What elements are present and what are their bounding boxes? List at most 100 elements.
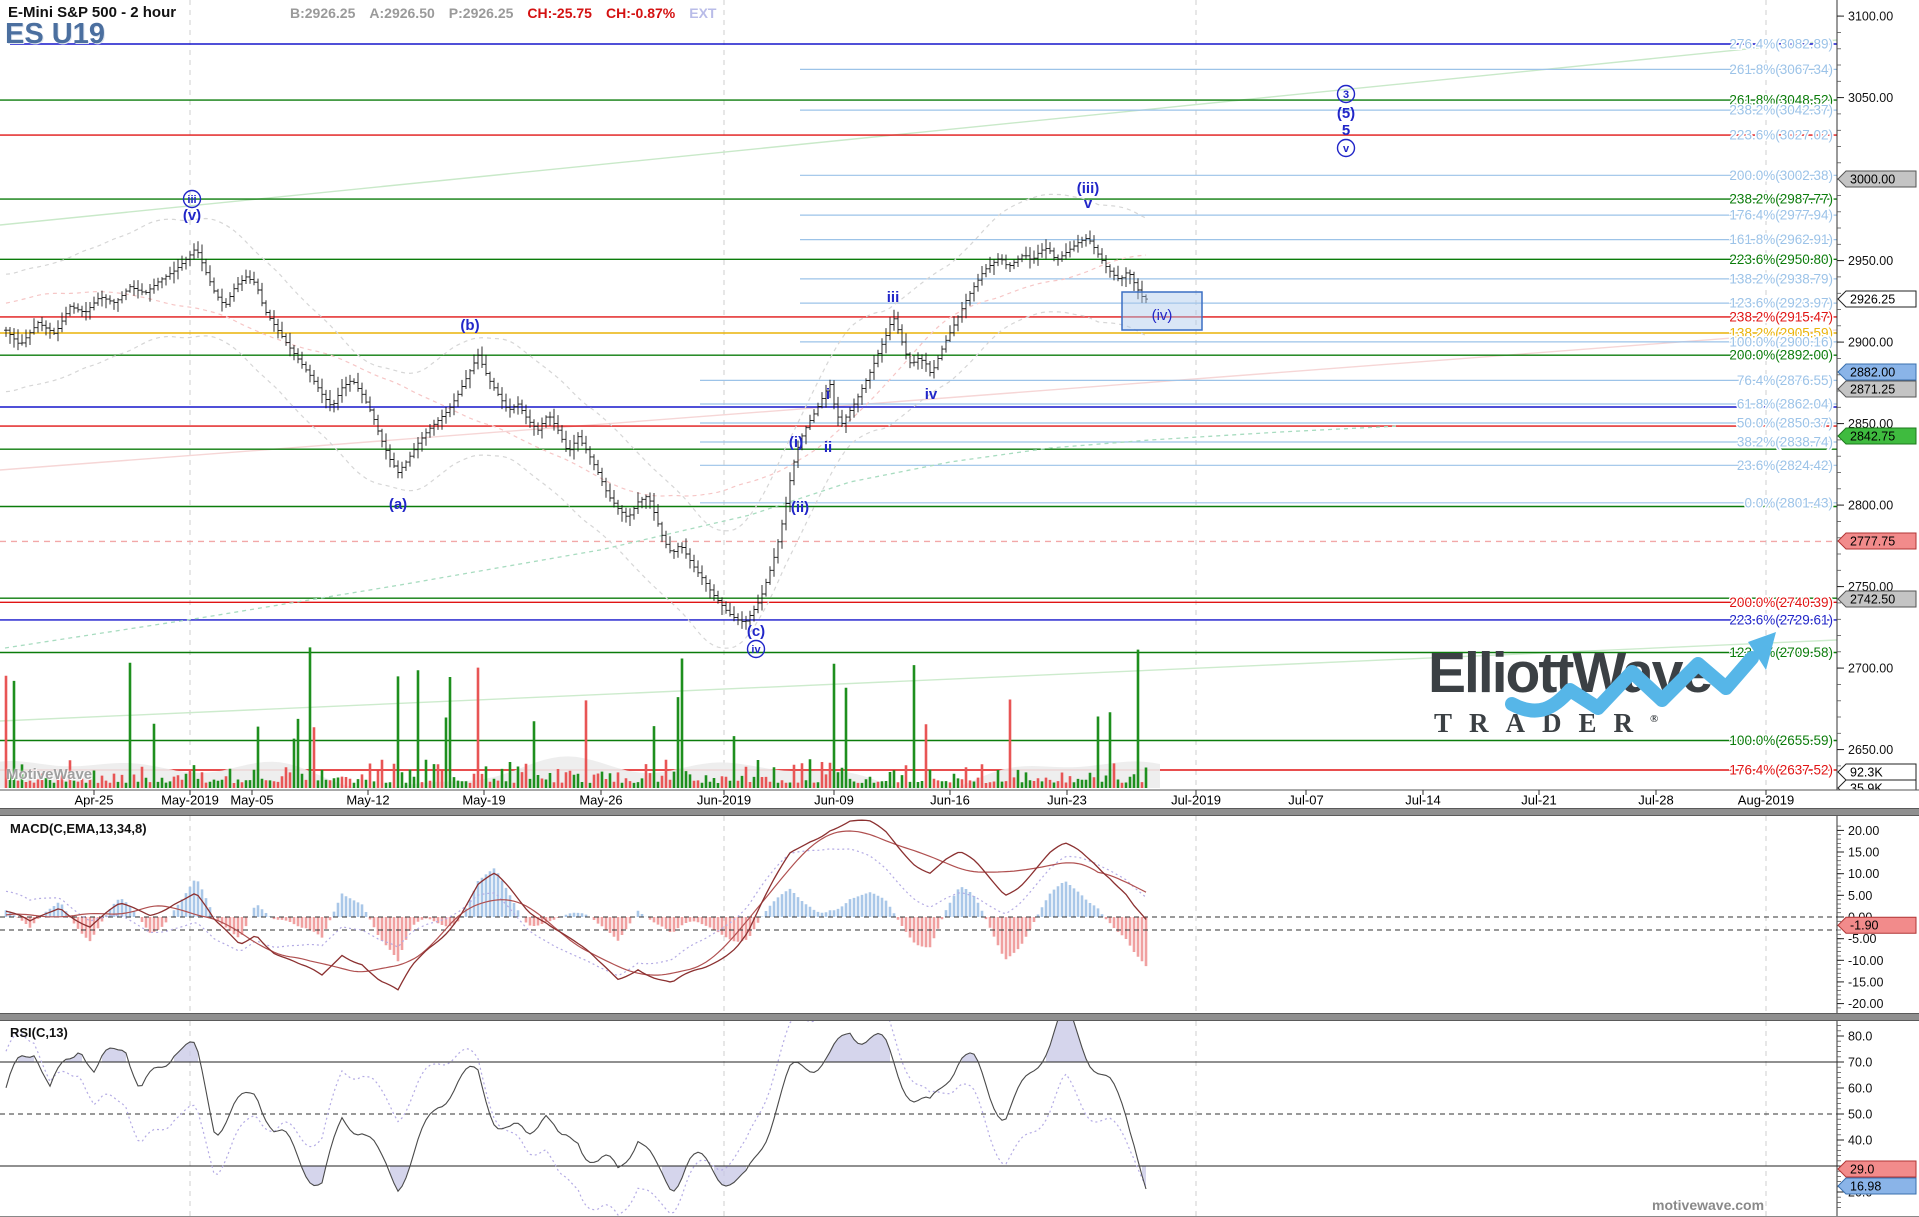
svg-text:200.0%(2740.39): 200.0%(2740.39): [1729, 595, 1833, 610]
svg-text:-10.00: -10.00: [1848, 954, 1883, 968]
macd-panel[interactable]: 20.0015.0010.005.000.00-5.00-10.00-15.00…: [0, 816, 1919, 1013]
svg-text:May-05: May-05: [230, 793, 273, 808]
svg-text:123.6%(2923.97): 123.6%(2923.97): [1729, 296, 1833, 311]
rsi-zone-fill: [302, 1166, 326, 1186]
price-axis[interactable]: 2650.002700.002750.002800.002850.002900.…: [1836, 0, 1919, 808]
svg-text:(5): (5): [1337, 105, 1355, 122]
svg-text:200.0%(2892.00): 200.0%(2892.00): [1729, 348, 1833, 363]
axis-tag: 2742.50: [1837, 590, 1917, 608]
svg-text:50.0: 50.0: [1848, 1108, 1872, 1122]
svg-text:-20.00: -20.00: [1848, 997, 1883, 1011]
panel-divider[interactable]: [0, 808, 1919, 816]
svg-text:May-12: May-12: [346, 793, 389, 808]
last-value: P:2926.25: [448, 5, 514, 21]
contract-label: ES U19: [5, 18, 105, 50]
svg-text:2742.50: 2742.50: [1850, 593, 1895, 607]
rsi-zone-fill: [1046, 1021, 1086, 1062]
price-panel[interactable]: (iv)iii(v)(b)(a)(c)ivi(i) ii(ii)iiiiv(iii…: [0, 0, 1919, 808]
candlesticks: [4, 230, 1148, 630]
svg-text:223.6%(2729.61): 223.6%(2729.61): [1729, 612, 1833, 627]
quote-bar: B:2926.25 A:2926.50 P:2926.25 CH:-25.75 CH:-…: [290, 5, 716, 21]
svg-text:238.2%(2987.77): 238.2%(2987.77): [1729, 192, 1833, 207]
svg-text:0.0%(2801.43): 0.0%(2801.43): [1744, 495, 1833, 510]
svg-text:Jun-2019: Jun-2019: [697, 793, 751, 808]
svg-text:Jun-16: Jun-16: [930, 793, 970, 808]
macd-signal-line: [5, 830, 1147, 976]
macd-axis[interactable]: 20.0015.0010.005.000.00-5.00-10.00-15.00…: [1836, 816, 1919, 1013]
svg-text:May-26: May-26: [579, 793, 622, 808]
svg-text:-1.90: -1.90: [1850, 919, 1879, 933]
rsi-zone-fill: [102, 1048, 126, 1062]
svg-text:(a): (a): [389, 496, 407, 513]
svg-text:176.4%(2977.94): 176.4%(2977.94): [1729, 208, 1833, 223]
svg-text:15.00: 15.00: [1848, 846, 1879, 860]
logo-trader-text: TRADER®: [1434, 708, 1659, 738]
rsi-zone-fill: [1142, 1166, 1146, 1189]
svg-text:70.0: 70.0: [1848, 1056, 1872, 1070]
svg-text:100.0%(2655.59): 100.0%(2655.59): [1729, 733, 1833, 748]
svg-text:261.8%(3067.34): 261.8%(3067.34): [1729, 62, 1833, 77]
svg-text:238.2%(3042.37): 238.2%(3042.37): [1729, 103, 1833, 118]
rsi-zone-fill: [174, 1041, 198, 1062]
month-gridlines: [189, 0, 1767, 790]
svg-text:261.8%(3048.52): 261.8%(3048.52): [1729, 93, 1833, 108]
svg-text:29.0: 29.0: [1850, 1163, 1874, 1177]
svg-text:20.00: 20.00: [1848, 824, 1879, 838]
svg-text:238.2%(2915.47): 238.2%(2915.47): [1729, 309, 1833, 324]
svg-text:iv: iv: [751, 644, 761, 656]
svg-text:v: v: [1343, 143, 1350, 155]
svg-text:92.3K: 92.3K: [1850, 766, 1883, 780]
axis-tag: 92.3K: [1837, 763, 1917, 781]
svg-text:Aug-2019: Aug-2019: [1738, 793, 1794, 808]
elliott-wave-labels: iii(v)(b)(a)(c)ivi(i) ii(ii)iiiiv(iii)v3(…: [182, 84, 1356, 659]
svg-text:100.0%(2900.16): 100.0%(2900.16): [1729, 334, 1833, 349]
svg-text:138.2%(2938.79): 138.2%(2938.79): [1729, 271, 1833, 286]
axis-tag: 2926.25: [1837, 290, 1917, 308]
motivewave-watermark: MotiveWave: [6, 766, 93, 783]
svg-text:(b): (b): [460, 317, 479, 334]
svg-text:3000.00: 3000.00: [1850, 173, 1895, 187]
svg-text:38.2%(2838.74): 38.2%(2838.74): [1737, 435, 1833, 450]
axis-tag: 2882.00: [1837, 363, 1917, 381]
svg-text:161.8%(2962.91): 161.8%(2962.91): [1729, 232, 1833, 247]
macd-study-label: MACD(C,EMA,13,34,8): [10, 821, 147, 836]
svg-text:(ii): (ii): [791, 499, 809, 516]
svg-text:Jul-2019: Jul-2019: [1171, 793, 1221, 808]
svg-text:iii: iii: [187, 194, 196, 206]
rsi-zone-fill: [18, 1055, 34, 1062]
axis-tag: 2842.75: [1837, 427, 1917, 445]
axis-tag: 2777.75: [1837, 532, 1917, 550]
svg-text:(v): (v): [183, 207, 201, 224]
svg-text:(iv): (iv): [1152, 307, 1173, 324]
svg-text:Jul-14: Jul-14: [1405, 793, 1440, 808]
svg-text:2650.00: 2650.00: [1848, 743, 1893, 757]
svg-text:i: i: [826, 386, 830, 403]
svg-text:Jul-07: Jul-07: [1288, 793, 1323, 808]
svg-text:2882.00: 2882.00: [1850, 366, 1895, 380]
svg-text:80.0: 80.0: [1848, 1030, 1872, 1044]
svg-text:3100.00: 3100.00: [1848, 10, 1893, 24]
svg-text:Jul-21: Jul-21: [1521, 793, 1556, 808]
rsi-line: [5, 1021, 1147, 1193]
rsi-study-label: RSI(C,13): [10, 1025, 68, 1040]
wave-target-box[interactable]: (iv): [1121, 291, 1203, 331]
macd-line: [5, 819, 1147, 991]
site-watermark: motivewave.com: [1652, 1197, 1765, 1213]
fib-level-lines: [0, 43, 1837, 771]
svg-text:3050.00: 3050.00: [1848, 91, 1893, 105]
svg-text:v: v: [1084, 195, 1093, 212]
axis-tag: 3000.00: [1837, 170, 1917, 188]
axis-tag: 16.98: [1837, 1177, 1917, 1195]
rsi-panel[interactable]: 80.070.060.050.040.030.020.029.016.98: [0, 1021, 1919, 1217]
svg-text:176.4%(2637.52): 176.4%(2637.52): [1729, 762, 1833, 777]
svg-text:2871.25: 2871.25: [1850, 383, 1895, 397]
panel-divider[interactable]: [0, 1013, 1919, 1021]
svg-text:61.8%(2862.04): 61.8%(2862.04): [1737, 397, 1833, 412]
rsi-axis[interactable]: 80.070.060.050.040.030.020.029.016.98: [1836, 1021, 1919, 1217]
elliottwave-logo: ElliottWave TRADER®: [1428, 632, 1788, 765]
change-pct-value: CH:-0.87%: [605, 5, 676, 21]
svg-text:2777.75: 2777.75: [1850, 535, 1895, 549]
rsi-aux-line: [5, 1021, 1147, 1216]
date-axis[interactable]: Apr-25 May-2019 May-05 May-12 May-19 May-26 Ju…: [0, 789, 1919, 808]
